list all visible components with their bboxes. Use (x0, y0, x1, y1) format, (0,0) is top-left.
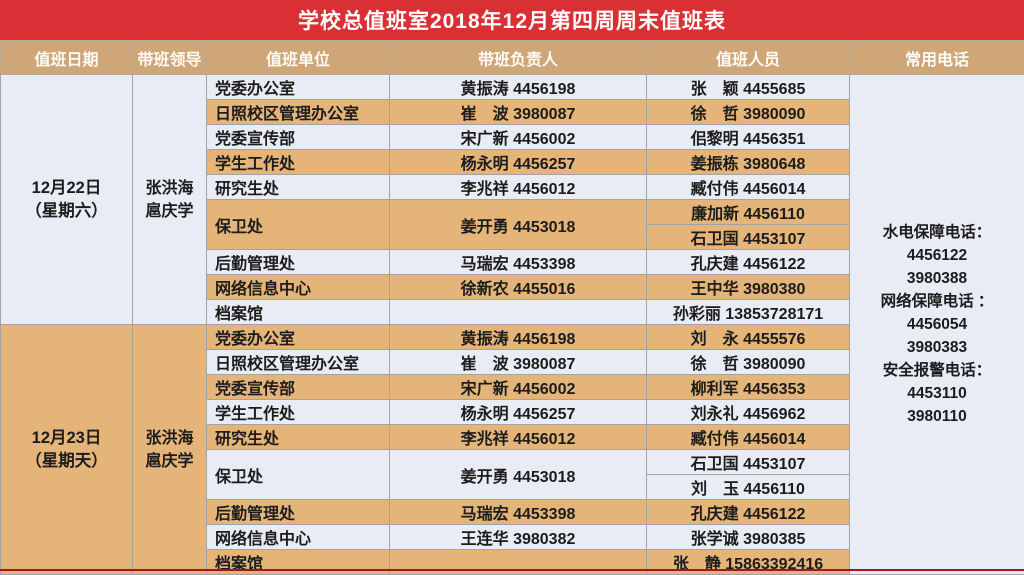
staff-cell: 臧付伟 4456014 (647, 425, 850, 450)
unit-cell: 党委办公室 (207, 325, 390, 350)
col-header-duty-date: 值班日期 (1, 41, 133, 75)
col-header-duty-unit: 值班单位 (207, 41, 390, 75)
col-header-duty-staff: 值班人员 (647, 41, 850, 75)
unit-cell: 日照校区管理办公室 (207, 100, 390, 125)
unit-cell: 研究生处 (207, 175, 390, 200)
duty-table: 值班日期 带班领导 值班单位 带班负责人 值班人员 常用电话 12月22日（星期… (0, 40, 1024, 575)
phone-line: 4453110 (850, 382, 1024, 405)
staff-cell: 姜振栋 3980648 (647, 150, 850, 175)
unit-cell: 保卫处 (207, 200, 390, 250)
lead-cell: 崔 波 3980087 (390, 350, 647, 375)
staff-cell: 柳利军 4456353 (647, 375, 850, 400)
phone-line: 3980383 (850, 336, 1024, 359)
unit-cell: 学生工作处 (207, 150, 390, 175)
staff-cell: 张学诚 3980385 (647, 525, 850, 550)
col-header-duty-leader: 带班领导 (133, 41, 207, 75)
page-title: 学校总值班室2018年12月第四周周末值班表 (0, 0, 1024, 40)
unit-cell: 党委办公室 (207, 75, 390, 100)
phone-line: 4456122 (850, 244, 1024, 267)
unit-cell: 档案馆 (207, 300, 390, 325)
staff-cell: 孔庆建 4456122 (647, 250, 850, 275)
staff-cell: 徐 哲 3980090 (647, 350, 850, 375)
staff-cell: 佀黎明 4456351 (647, 125, 850, 150)
date-line: 12月23日 (1, 427, 132, 450)
lead-cell: 杨永明 4456257 (390, 150, 647, 175)
phone-line: 安全报警电话： (850, 359, 1024, 382)
unit-cell: 网络信息中心 (207, 525, 390, 550)
staff-cell: 王中华 3980380 (647, 275, 850, 300)
leader-name: 扈庆学 (133, 450, 206, 473)
lead-cell: 姜开勇 4453018 (390, 450, 647, 500)
lead-cell: 马瑞宏 4453398 (390, 250, 647, 275)
phone-line: 4456054 (850, 313, 1024, 336)
date-line: （星期天） (1, 450, 132, 473)
leader-name: 张洪海 (133, 427, 206, 450)
leader-name: 张洪海 (133, 177, 206, 200)
staff-cell: 张 颖 4455685 (647, 75, 850, 100)
date-cell: 12月22日（星期六） (1, 75, 133, 325)
lead-cell: 徐新农 4455016 (390, 275, 647, 300)
unit-cell: 后勤管理处 (207, 500, 390, 525)
phone-line: 水电保障电话： (850, 221, 1024, 244)
staff-cell: 刘 永 4455576 (647, 325, 850, 350)
lead-cell: 杨永明 4456257 (390, 400, 647, 425)
staff-cell: 石卫国 4453107 (647, 225, 850, 250)
lead-cell: 黄振涛 4456198 (390, 75, 647, 100)
unit-cell: 党委宣传部 (207, 375, 390, 400)
leader-name: 扈庆学 (133, 200, 206, 223)
date-cell: 12月23日（星期天） (1, 325, 133, 575)
lead-cell: 姜开勇 4453018 (390, 200, 647, 250)
unit-cell: 保卫处 (207, 450, 390, 500)
leader-cell: 张洪海扈庆学 (133, 325, 207, 575)
unit-cell: 学生工作处 (207, 400, 390, 425)
lead-cell (390, 300, 647, 325)
leader-cell: 张洪海扈庆学 (133, 75, 207, 325)
unit-cell: 网络信息中心 (207, 275, 390, 300)
lead-cell: 李兆祥 4456012 (390, 425, 647, 450)
staff-cell: 徐 哲 3980090 (647, 100, 850, 125)
lead-cell: 宋广新 4456002 (390, 375, 647, 400)
date-line: 12月22日 (1, 177, 132, 200)
lead-cell: 马瑞宏 4453398 (390, 500, 647, 525)
header-row: 值班日期 带班领导 值班单位 带班负责人 值班人员 常用电话 (1, 41, 1024, 75)
staff-cell: 廉加新 4456110 (647, 200, 850, 225)
date-line: （星期六） (1, 200, 132, 223)
lead-cell: 宋广新 4456002 (390, 125, 647, 150)
staff-cell: 臧付伟 4456014 (647, 175, 850, 200)
unit-cell: 研究生处 (207, 425, 390, 450)
col-header-lead-person: 带班负责人 (390, 41, 647, 75)
staff-cell: 石卫国 4453107 (647, 450, 850, 475)
phone-line: 网络保障电话 ： (850, 290, 1024, 313)
phone-line: 3980388 (850, 267, 1024, 290)
phone-line: 3980110 (850, 405, 1024, 428)
staff-cell: 孙彩丽 13853728171 (647, 300, 850, 325)
unit-cell: 日照校区管理办公室 (207, 350, 390, 375)
lead-cell: 王连华 3980382 (390, 525, 647, 550)
lead-cell: 李兆祥 4456012 (390, 175, 647, 200)
lead-cell: 黄振涛 4456198 (390, 325, 647, 350)
staff-cell: 孔庆建 4456122 (647, 500, 850, 525)
lead-cell: 崔 波 3980087 (390, 100, 647, 125)
unit-cell: 后勤管理处 (207, 250, 390, 275)
staff-cell: 刘永礼 4456962 (647, 400, 850, 425)
staff-cell: 刘 玉 4456110 (647, 475, 850, 500)
unit-cell: 党委宣传部 (207, 125, 390, 150)
col-header-common-phone: 常用电话 (850, 41, 1024, 75)
